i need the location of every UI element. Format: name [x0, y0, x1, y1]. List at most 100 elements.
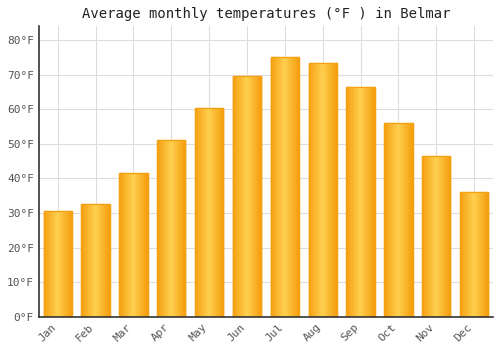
Bar: [177, 140, 178, 317]
Bar: [254, 76, 255, 317]
Bar: [439, 156, 440, 317]
Bar: [137, 173, 138, 317]
Bar: [347, 87, 348, 317]
Bar: [104, 204, 105, 317]
Bar: [460, 192, 461, 317]
Bar: [358, 87, 359, 317]
Bar: [388, 123, 389, 317]
Bar: [355, 87, 356, 317]
Bar: [432, 156, 433, 317]
Bar: [145, 173, 146, 317]
Bar: [286, 57, 287, 317]
Bar: [296, 57, 297, 317]
Bar: [480, 192, 481, 317]
Bar: [122, 173, 123, 317]
Bar: [180, 140, 181, 317]
Bar: [425, 156, 426, 317]
Bar: [291, 57, 292, 317]
Bar: [391, 123, 392, 317]
Bar: [390, 123, 391, 317]
Bar: [65, 211, 66, 317]
Bar: [87, 204, 88, 317]
Bar: [346, 87, 347, 317]
Bar: [212, 107, 213, 317]
Bar: [334, 63, 335, 317]
Bar: [157, 140, 186, 317]
Bar: [169, 140, 170, 317]
Bar: [84, 204, 85, 317]
Bar: [136, 173, 137, 317]
Bar: [384, 123, 385, 317]
Bar: [221, 107, 222, 317]
Bar: [422, 156, 423, 317]
Bar: [240, 76, 241, 317]
Bar: [238, 76, 239, 317]
Bar: [54, 211, 55, 317]
Bar: [374, 87, 375, 317]
Bar: [217, 107, 218, 317]
Bar: [483, 192, 484, 317]
Bar: [142, 173, 143, 317]
Bar: [424, 156, 425, 317]
Bar: [147, 173, 148, 317]
Bar: [67, 211, 68, 317]
Bar: [326, 63, 328, 317]
Bar: [166, 140, 167, 317]
Bar: [53, 211, 54, 317]
Bar: [280, 57, 281, 317]
Bar: [279, 57, 280, 317]
Bar: [164, 140, 165, 317]
Bar: [200, 107, 201, 317]
Bar: [468, 192, 469, 317]
Bar: [233, 76, 261, 317]
Bar: [131, 173, 132, 317]
Bar: [308, 63, 309, 317]
Bar: [351, 87, 352, 317]
Bar: [257, 76, 258, 317]
Bar: [427, 156, 428, 317]
Bar: [202, 107, 203, 317]
Bar: [253, 76, 254, 317]
Bar: [461, 192, 462, 317]
Bar: [179, 140, 180, 317]
Bar: [368, 87, 369, 317]
Bar: [431, 156, 432, 317]
Bar: [208, 107, 209, 317]
Bar: [109, 204, 110, 317]
Bar: [373, 87, 374, 317]
Bar: [119, 173, 120, 317]
Bar: [146, 173, 147, 317]
Bar: [219, 107, 220, 317]
Bar: [356, 87, 357, 317]
Bar: [48, 211, 49, 317]
Bar: [411, 123, 412, 317]
Bar: [348, 87, 349, 317]
Bar: [161, 140, 162, 317]
Bar: [336, 63, 337, 317]
Bar: [248, 76, 250, 317]
Bar: [204, 107, 205, 317]
Bar: [158, 140, 159, 317]
Bar: [207, 107, 208, 317]
Bar: [129, 173, 130, 317]
Bar: [330, 63, 331, 317]
Bar: [290, 57, 291, 317]
Bar: [272, 57, 273, 317]
Bar: [141, 173, 142, 317]
Bar: [396, 123, 398, 317]
Bar: [138, 173, 139, 317]
Bar: [106, 204, 107, 317]
Bar: [428, 156, 429, 317]
Bar: [63, 211, 64, 317]
Bar: [406, 123, 407, 317]
Bar: [124, 173, 125, 317]
Bar: [123, 173, 124, 317]
Bar: [405, 123, 406, 317]
Bar: [328, 63, 329, 317]
Bar: [134, 173, 135, 317]
Bar: [209, 107, 210, 317]
Bar: [234, 76, 235, 317]
Bar: [289, 57, 290, 317]
Bar: [199, 107, 200, 317]
Bar: [395, 123, 396, 317]
